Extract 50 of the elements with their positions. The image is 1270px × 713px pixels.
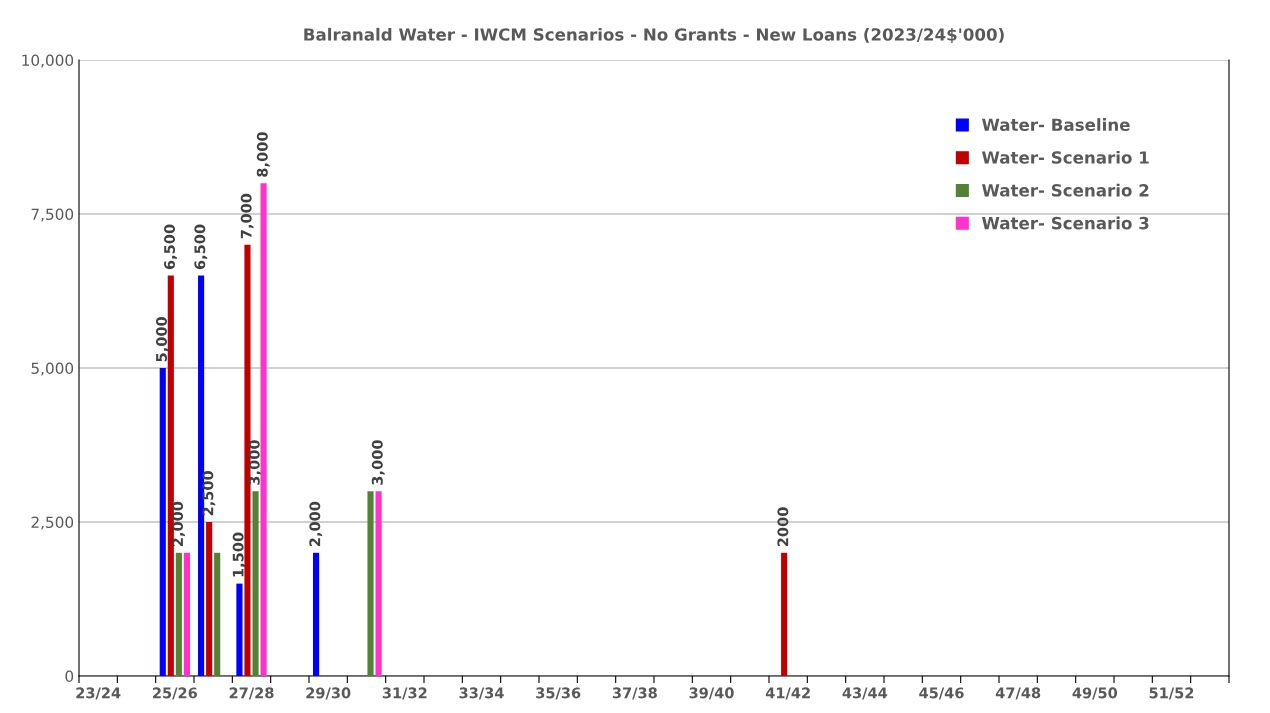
bar: [175, 552, 182, 676]
bar: [252, 491, 259, 676]
bar: [781, 552, 788, 676]
data-label: 6,500: [194, 224, 208, 270]
legend-label: Water- Scenario 1: [982, 150, 1149, 164]
y-tick-label: 2,500: [31, 516, 74, 530]
x-tick-label: 45/46: [919, 687, 964, 700]
data-label: 2,500: [202, 471, 216, 516]
bar: [183, 552, 190, 676]
bar: [313, 552, 320, 676]
bar: [367, 491, 374, 676]
x-tick-label: 37/38: [612, 687, 657, 700]
x-tick-label: 33/34: [459, 687, 504, 700]
y-tick-label: 7,500: [31, 208, 74, 222]
bar: [214, 552, 221, 676]
data-label: 7,000: [240, 193, 254, 239]
data-label: 2000: [777, 507, 789, 547]
data-label: 6,500: [164, 224, 177, 270]
x-tick-label: 31/32: [382, 687, 427, 700]
y-tick-label: 0: [65, 670, 74, 683]
data-label: 2,000: [172, 501, 185, 547]
y-tick-label: 10,000: [22, 54, 74, 68]
x-tick-label: 47/48: [995, 687, 1041, 700]
x-tick-label: 29/30: [306, 687, 351, 700]
chart-title: Balranald Water - IWCM Scenarios - No Grants - New Loans (2023/24$'000): [304, 27, 1004, 44]
data-label: 3,000: [248, 440, 262, 485]
data-label: 8,000: [256, 132, 270, 177]
x-tick-label: 51/52: [1149, 687, 1194, 700]
x-tick-label: 27/28: [229, 687, 274, 700]
bar: [236, 583, 243, 676]
legend-label: Water- Baseline: [982, 118, 1130, 132]
bar: [260, 183, 267, 676]
x-tick-label: 41/42: [765, 687, 810, 700]
x-tick-label: 39/40: [689, 687, 734, 700]
legend-label: Water- Scenario 3: [982, 216, 1149, 230]
data-label: 1,500: [232, 532, 246, 577]
bar: [206, 522, 213, 676]
x-tick-label: 49/50: [1072, 687, 1118, 700]
data-label: 3,000: [371, 440, 385, 485]
legend-label: Water- Scenario 2: [982, 183, 1149, 197]
x-tick-label: 43/44: [842, 687, 888, 700]
bar: [167, 275, 174, 676]
data-label: 5,000: [155, 317, 169, 362]
bar: [159, 368, 166, 676]
x-tick-label: 25/26: [153, 687, 198, 700]
bar: [375, 491, 382, 676]
y-tick-label: 5,000: [31, 362, 74, 376]
x-tick-label: 23/24: [76, 687, 121, 700]
data-label: 2,000: [309, 501, 323, 547]
x-tick-label: 35/36: [536, 687, 581, 700]
